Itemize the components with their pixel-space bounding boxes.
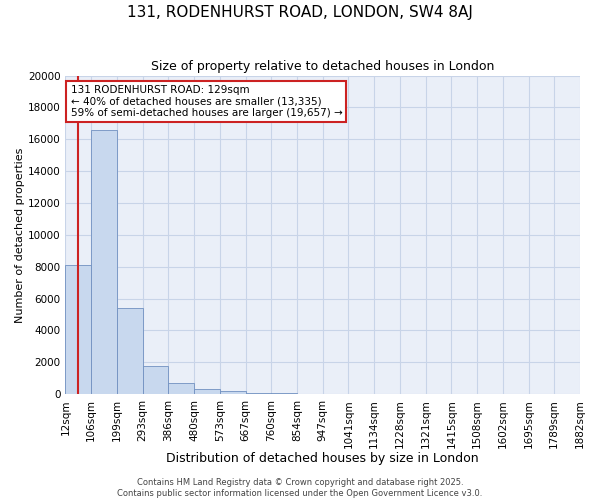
Bar (194, 390, 220, 394)
Title: Size of property relative to detached houses in London: Size of property relative to detached ho… (151, 60, 494, 73)
Text: Contains HM Land Registry data © Crown copyright and database right 2025.
Contai: Contains HM Land Registry data © Crown c… (118, 478, 482, 498)
Bar (91, 130, 117, 394)
Bar (169, 383, 194, 394)
Text: 131 RODENHURST ROAD: 129sqm
← 40% of detached houses are smaller (13,335)
59% of: 131 RODENHURST ROAD: 129sqm ← 40% of det… (71, 85, 342, 118)
Text: 131, RODENHURST ROAD, LONDON, SW4 8AJ: 131, RODENHURST ROAD, LONDON, SW4 8AJ (127, 5, 473, 20)
Bar (245, 392, 271, 394)
Bar (220, 391, 245, 394)
Y-axis label: Number of detached properties: Number of detached properties (15, 147, 25, 322)
Bar (117, 308, 143, 394)
Bar (65, 265, 91, 394)
Bar (143, 366, 169, 394)
X-axis label: Distribution of detached houses by size in London: Distribution of detached houses by size … (166, 452, 479, 465)
